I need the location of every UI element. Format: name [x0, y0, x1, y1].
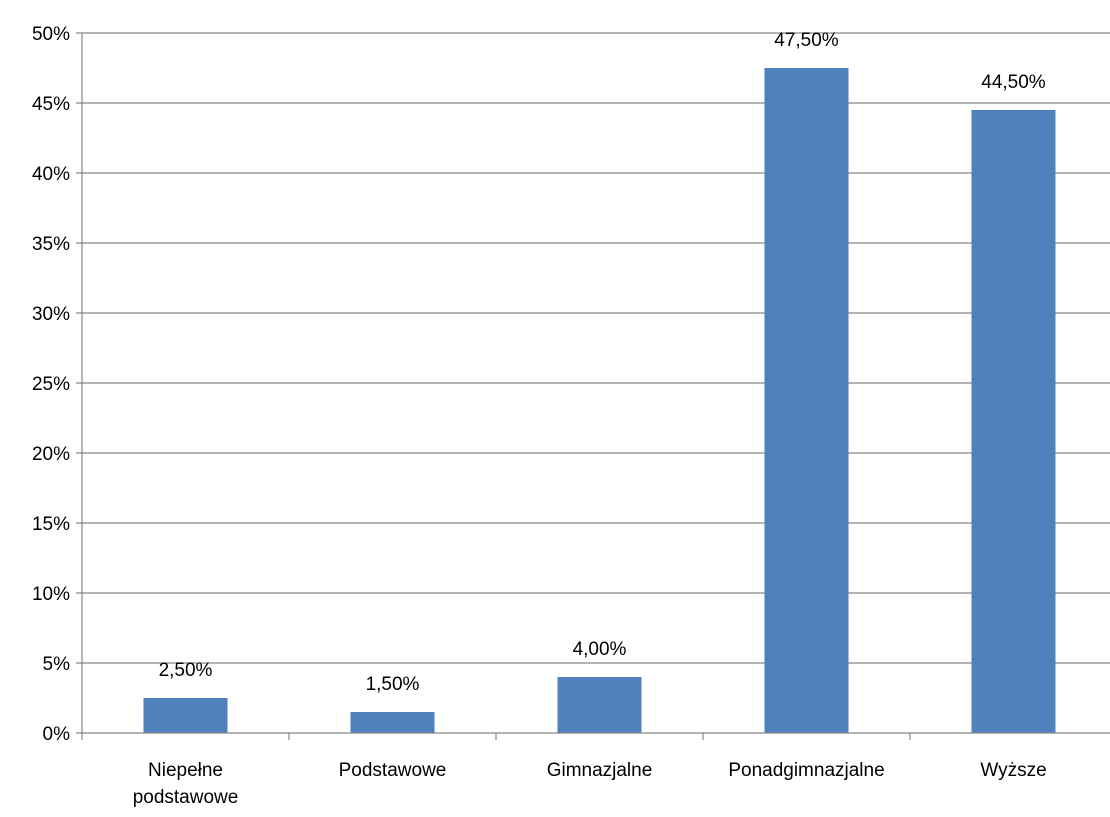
axes — [76, 32, 1110, 740]
y-tick-label: 5% — [43, 654, 71, 675]
bar — [557, 677, 642, 733]
y-tick-label: 15% — [32, 514, 70, 535]
y-tick-label: 30% — [32, 304, 70, 325]
y-tick-label: 20% — [32, 444, 70, 465]
y-tick-label: 35% — [32, 234, 70, 255]
bar — [143, 698, 228, 733]
x-category-label-line: Podstawowe — [339, 760, 447, 781]
x-category-label: Podstawowe — [339, 760, 447, 781]
bars — [143, 68, 1056, 733]
data-label: 44,50% — [981, 72, 1046, 93]
x-category-label: Ponadgimnazjalne — [728, 760, 884, 781]
y-tick-label: 45% — [32, 94, 70, 115]
y-tick-label: 50% — [32, 24, 70, 45]
x-category-label: Wyższe — [980, 760, 1046, 781]
data-label: 1,50% — [366, 674, 420, 695]
labels: 0% 5% 10% 15% 20% 25% 30% 35% 40% 45% 50% 2,50% 1,50… — [32, 24, 1047, 808]
y-tick-label: 0% — [43, 724, 71, 745]
data-label: 2,50% — [159, 660, 213, 681]
gridlines — [82, 32, 1110, 664]
data-label: 4,00% — [573, 639, 627, 660]
x-category-label: Gimnazjalne — [547, 760, 653, 781]
x-category-label-line: Wyższe — [980, 760, 1046, 781]
x-category-label: Niepełne podstawowe — [133, 760, 239, 808]
data-label: 47,50% — [774, 30, 839, 51]
bar — [971, 110, 1056, 733]
x-category-label-line: Niepełne — [148, 760, 223, 781]
bar — [764, 68, 849, 733]
x-category-label-line: Gimnazjalne — [547, 760, 653, 781]
x-category-label-line: podstawowe — [133, 787, 239, 808]
y-tick-label: 40% — [32, 164, 70, 185]
bar — [350, 712, 435, 733]
x-category-label-line: Ponadgimnazjalne — [728, 760, 884, 781]
y-tick-label: 10% — [32, 584, 70, 605]
y-tick-label: 25% — [32, 374, 70, 395]
